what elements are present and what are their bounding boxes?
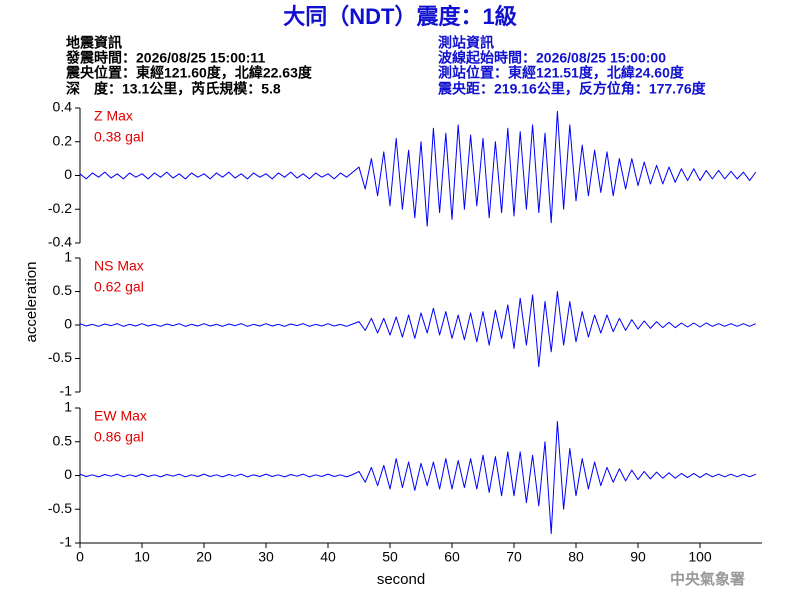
x-tick-label: 60 xyxy=(444,549,460,565)
info-right: 波線起始時間：2026/08/25 15:00:00 xyxy=(438,50,666,66)
footer: 中央氣象署 xyxy=(670,570,745,588)
info-left: 發震時間：2026/08/25 15:00:11 xyxy=(65,50,265,66)
page-title: 大同（NDT）震度：1級 xyxy=(283,4,516,29)
max-label: 0.62 gal xyxy=(94,279,144,295)
y-tick-label: 1 xyxy=(64,399,72,415)
info-right: 測站位置：東經121.51度，北緯24.60度 xyxy=(438,65,685,81)
y-tick-label: 1 xyxy=(64,249,72,265)
channel-label: NS Max xyxy=(94,258,144,274)
y-tick-label: 0 xyxy=(64,466,72,482)
y-tick-label: 0.5 xyxy=(53,282,73,298)
y-tick-label: 0.5 xyxy=(53,432,73,448)
max-label: 0.38 gal xyxy=(94,129,144,145)
y-tick-label: -0.4 xyxy=(48,234,72,250)
y-tick-label: 0.4 xyxy=(53,99,73,115)
x-tick-label: 30 xyxy=(258,549,274,565)
x-tick-label: 90 xyxy=(630,549,646,565)
info-right: 測站資訊 xyxy=(438,35,494,51)
y-tick-label: -0.5 xyxy=(48,500,72,516)
y-tick-label: -0.2 xyxy=(48,200,72,216)
x-tick-label: 80 xyxy=(568,549,584,565)
y-tick-label: -1 xyxy=(60,534,73,550)
info-right: 震央距：219.16公里，反方位角：177.76度 xyxy=(437,81,707,97)
waveform xyxy=(79,421,756,535)
x-tick-label: 50 xyxy=(382,549,398,565)
info-left: 深 度：13.1公里，芮氏規模：5.8 xyxy=(66,81,281,97)
y-tick-label: -0.5 xyxy=(48,349,72,365)
info-left: 地震資訊 xyxy=(66,35,122,51)
x-tick-label: 100 xyxy=(688,549,712,565)
channel-label: Z Max xyxy=(94,108,133,124)
x-tick-label: 20 xyxy=(196,549,212,565)
info-left: 震央位置：東經121.60度，北緯22.63度 xyxy=(65,65,313,81)
waveform xyxy=(79,291,756,368)
x-tick-label: 0 xyxy=(76,549,84,565)
x-tick-label: 40 xyxy=(320,549,336,565)
max-label: 0.86 gal xyxy=(94,429,144,445)
channel-label: EW Max xyxy=(94,408,147,424)
y-tick-label: 0 xyxy=(64,166,72,182)
x-axis-label: second xyxy=(377,571,425,588)
x-tick-label: 10 xyxy=(134,549,150,565)
y-tick-label: -1 xyxy=(60,383,73,399)
y-axis-label: acceleration xyxy=(23,262,40,343)
y-tick-label: 0.2 xyxy=(53,132,73,148)
x-tick-label: 70 xyxy=(506,549,522,565)
y-tick-label: 0 xyxy=(64,316,72,332)
waveform xyxy=(79,110,757,227)
